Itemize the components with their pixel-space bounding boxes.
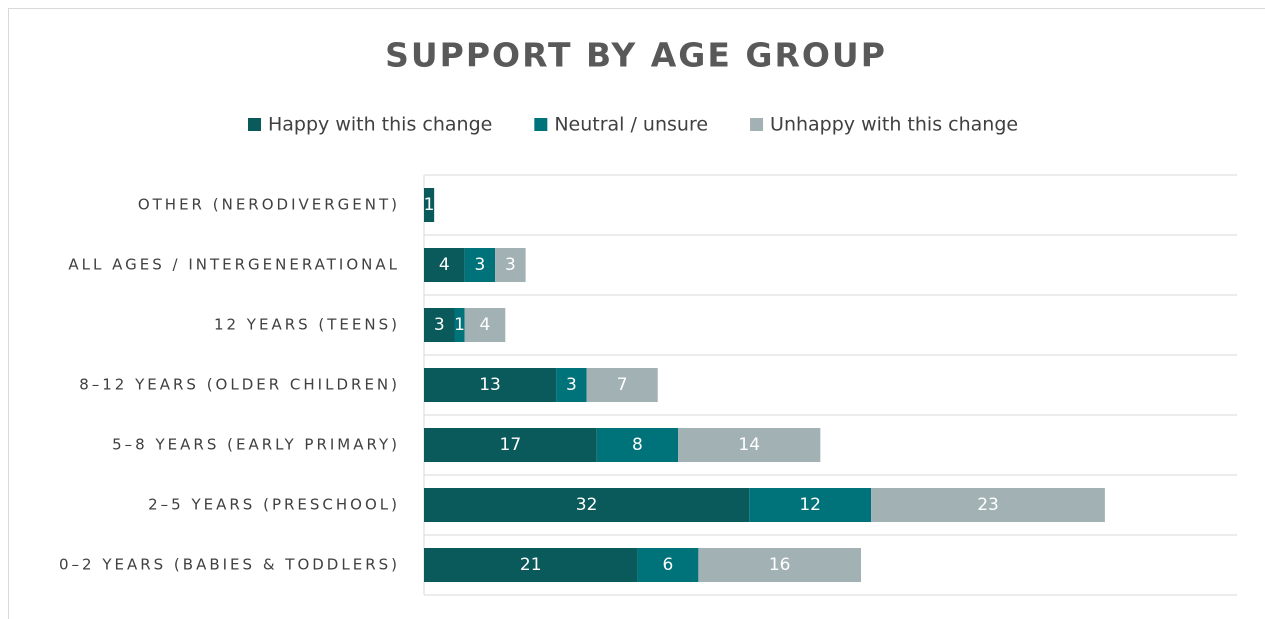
category-label: ALL AGES / INTERGENERATIONAL xyxy=(68,256,400,274)
data-label: 16 xyxy=(769,555,791,575)
data-label: 12 xyxy=(799,495,821,515)
legend-label: Unhappy with this change xyxy=(770,114,1018,136)
bar-segment xyxy=(424,188,435,222)
data-label: 17 xyxy=(500,435,522,455)
legend-label: Neutral / unsure xyxy=(554,114,708,136)
bar-segment xyxy=(454,308,465,342)
data-label: 1 xyxy=(424,195,435,215)
data-label: 4 xyxy=(439,255,450,275)
data-label: 1 xyxy=(454,315,465,335)
category-label: 8–12 YEARS (OLDER CHILDREN) xyxy=(79,376,400,394)
chart-title: SUPPORT BY AGE GROUP xyxy=(385,36,887,75)
data-label: 13 xyxy=(479,375,501,395)
bar-segment xyxy=(424,308,455,342)
bar-segment xyxy=(871,488,1105,522)
legend-label: Happy with this change xyxy=(268,114,492,136)
data-label: 6 xyxy=(662,555,673,575)
data-label: 3 xyxy=(474,255,485,275)
data-label: 7 xyxy=(617,375,628,395)
bar-segment xyxy=(698,548,861,582)
bar-segment xyxy=(424,248,465,282)
data-label: 3 xyxy=(434,315,445,335)
bar-segment xyxy=(424,548,638,582)
bar-segment xyxy=(586,368,658,402)
legend-swatch xyxy=(750,118,764,131)
category-label: 0–2 YEARS (BABIES & TODDLERS) xyxy=(59,556,400,574)
legend-swatch xyxy=(248,118,261,131)
bar-segment xyxy=(596,428,679,462)
bar-segment xyxy=(495,248,526,282)
bar-segment xyxy=(678,428,821,462)
bar-segment xyxy=(556,368,587,402)
category-label: 12 YEARS (TEENS) xyxy=(214,316,400,334)
chart-frame xyxy=(8,8,1265,619)
data-label: 14 xyxy=(738,435,760,455)
legend-swatch xyxy=(534,118,548,131)
data-label: 23 xyxy=(977,495,999,515)
bar-segment xyxy=(424,428,597,462)
bar-segment xyxy=(464,248,496,282)
bar-segment xyxy=(637,548,699,582)
data-label: 8 xyxy=(632,435,643,455)
data-label: 3 xyxy=(505,255,516,275)
bar-segment xyxy=(424,368,557,402)
bar-segment xyxy=(749,488,872,522)
category-label: 5–8 YEARS (EARLY PRIMARY) xyxy=(112,436,400,454)
category-label: OTHER (NERODIVERGENT) xyxy=(138,196,400,214)
data-label: 4 xyxy=(480,315,491,335)
data-label: 32 xyxy=(576,495,598,515)
category-label: 2–5 YEARS (PRESCHOOL) xyxy=(148,496,400,514)
data-label: 3 xyxy=(566,375,577,395)
bar-segment xyxy=(464,308,506,342)
bar-segment xyxy=(424,488,750,522)
data-label: 21 xyxy=(520,555,542,575)
